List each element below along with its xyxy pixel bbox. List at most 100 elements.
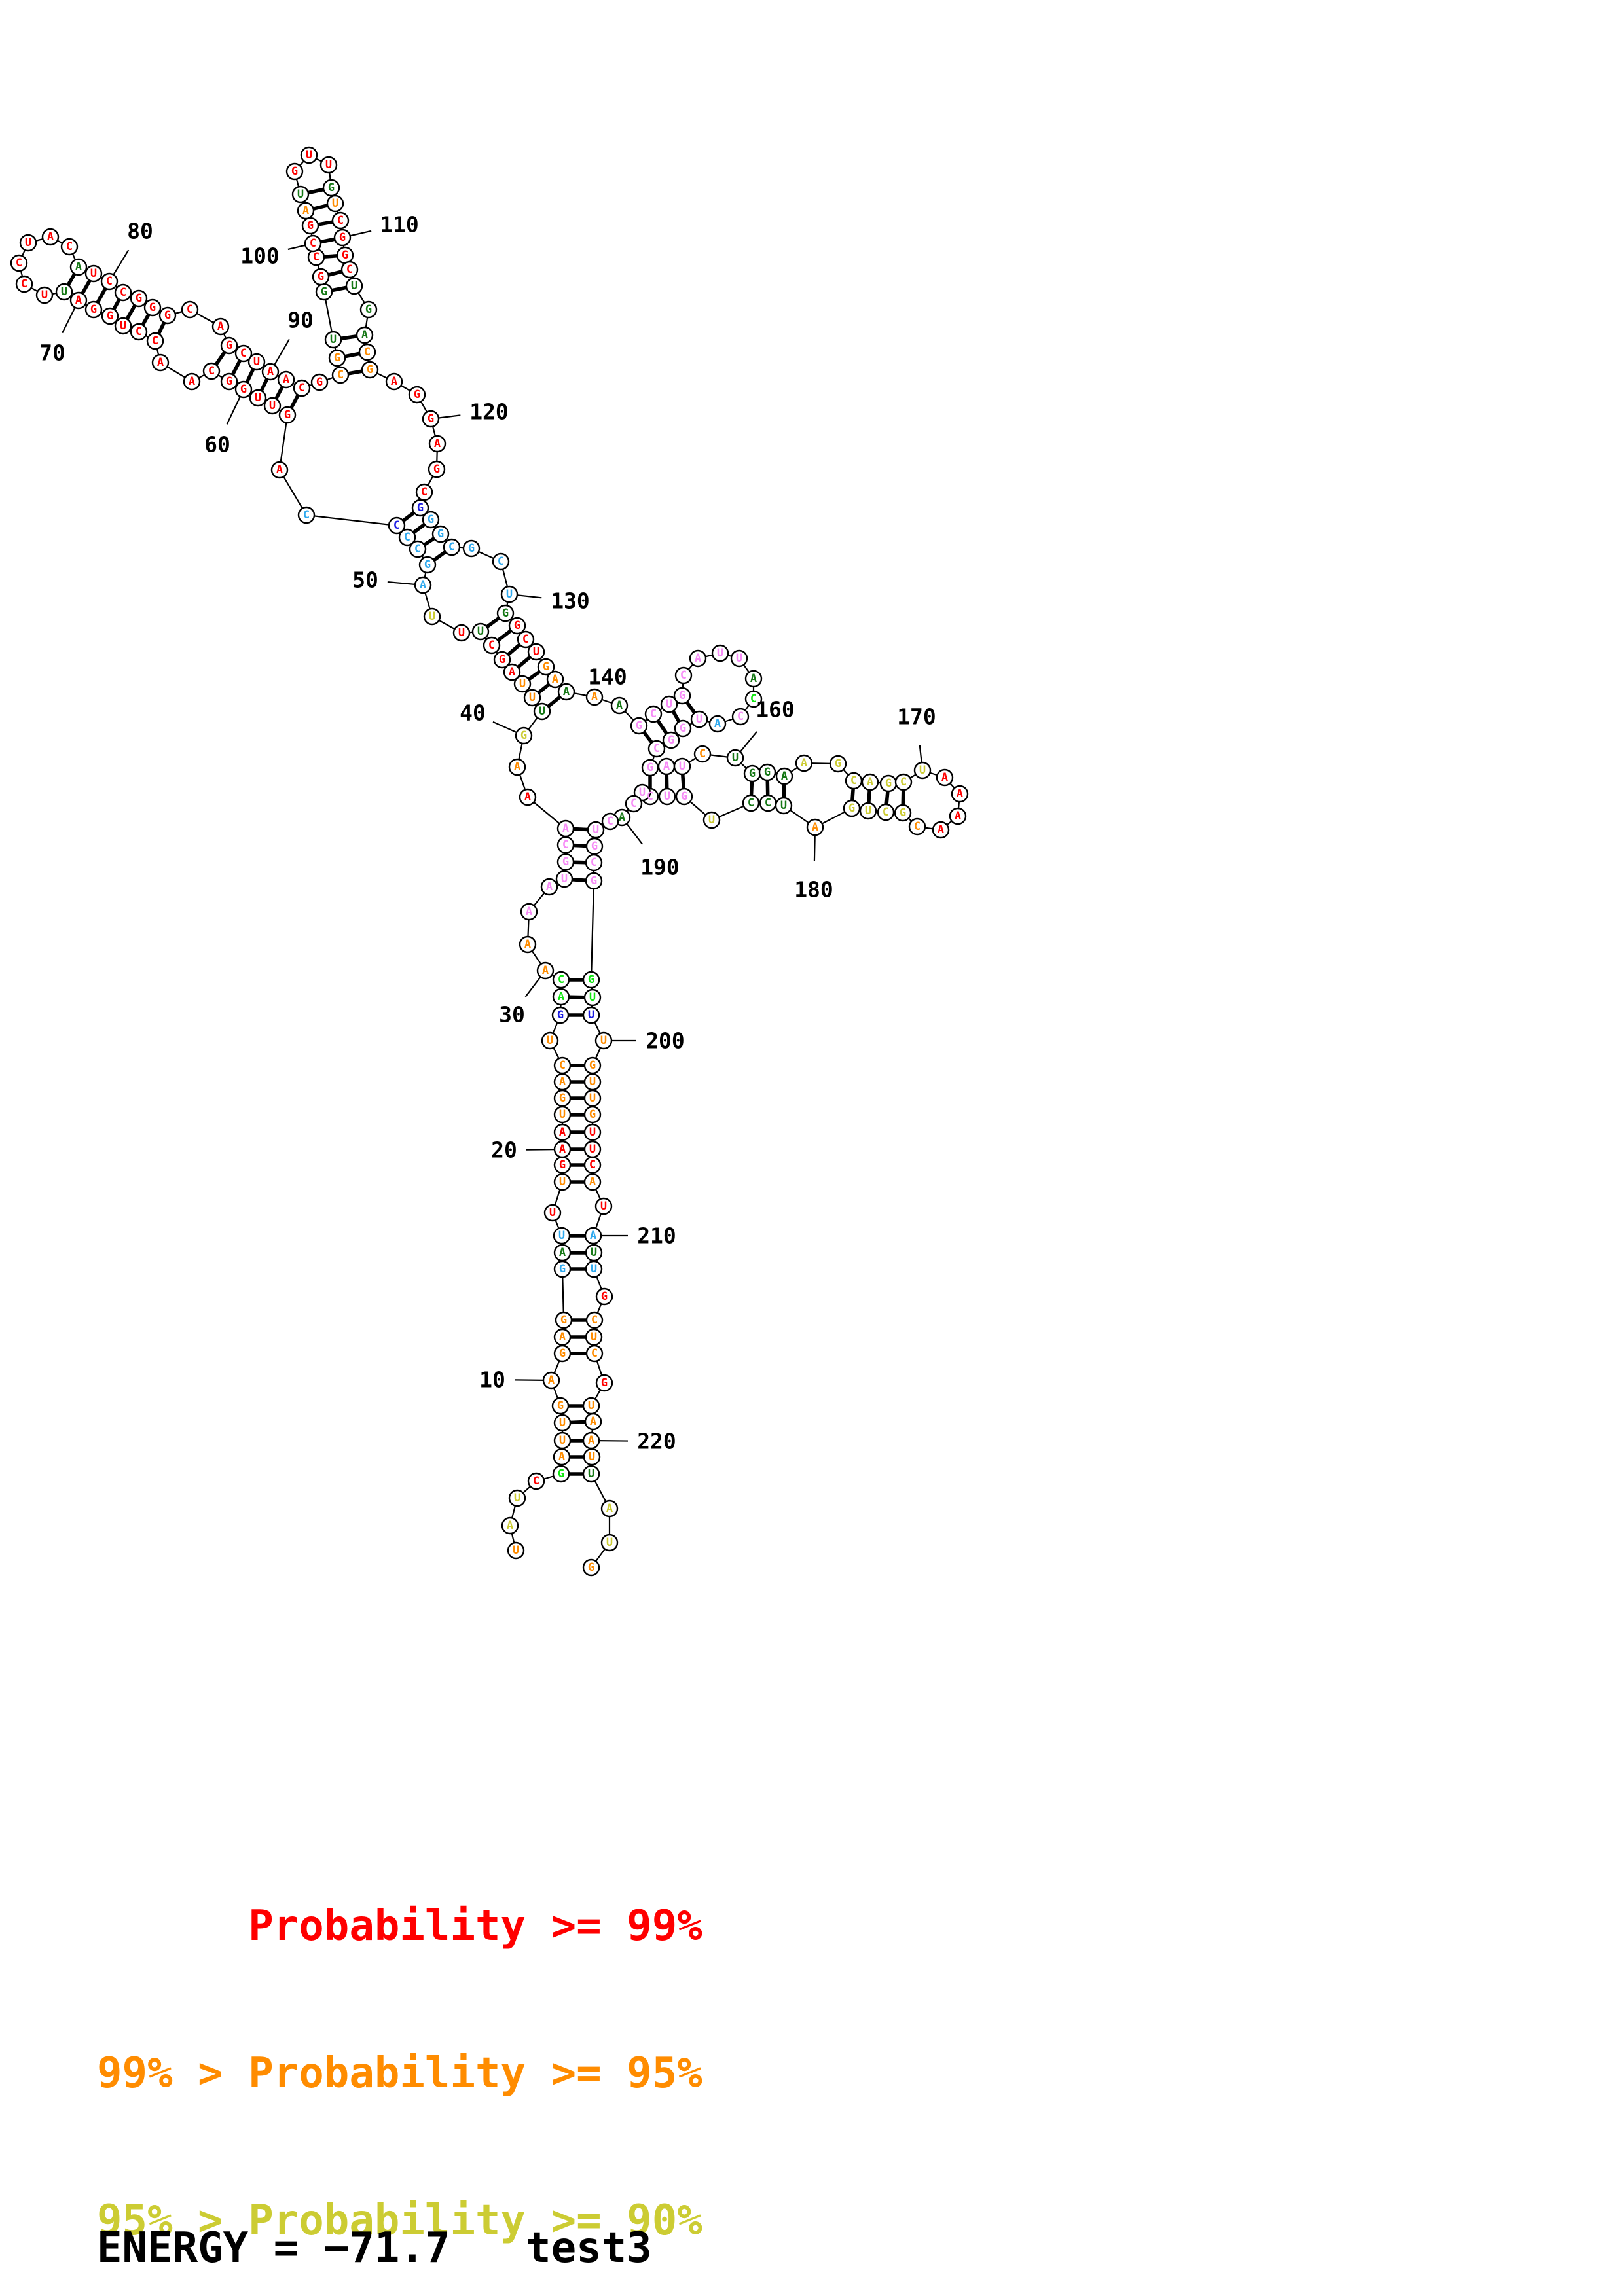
nucleotide-circle xyxy=(536,961,555,980)
nucleotide-letter: U xyxy=(600,1200,607,1213)
legend-row: Probability >= 99% xyxy=(97,1902,702,1950)
nucleotide-letter: C xyxy=(208,365,215,378)
seq-tick-label: 160 xyxy=(756,697,795,723)
nucleotide-circle xyxy=(183,372,201,391)
nucleotide-circle xyxy=(422,511,440,529)
nucleotide-letter: A xyxy=(552,673,558,686)
nucleotide-letter: U xyxy=(591,1331,597,1344)
nucleotide-circle xyxy=(356,326,374,344)
seq-tick-label: 70 xyxy=(39,340,65,366)
nucleotide-letter: G xyxy=(502,607,509,620)
nucleotide-letter: C xyxy=(310,237,316,250)
nucleotide-letter: C xyxy=(421,486,428,499)
nucleotide-letter: G xyxy=(468,542,475,555)
nucleotide-letter: A xyxy=(75,294,82,307)
nucleotide-letter: G xyxy=(589,1059,596,1072)
seq-tick-label: 80 xyxy=(127,219,153,244)
nucleotide-letter: U xyxy=(589,1075,596,1088)
nucleotide-letter: G xyxy=(679,689,685,702)
nucleotide-circle xyxy=(758,763,776,781)
seq-tick-label: 190 xyxy=(640,855,680,880)
nucleotide-circle xyxy=(500,585,519,603)
nucleotide-letter: G xyxy=(284,408,291,422)
nucleotide-circle xyxy=(428,435,447,453)
nucleotide-letter: C xyxy=(591,1347,598,1360)
nucleotide-letter: G xyxy=(316,376,323,389)
nucleotide-letter: C xyxy=(630,797,637,810)
nucleotide-letter: G xyxy=(636,719,642,732)
nucleotide-letter: U xyxy=(736,652,742,665)
nucleotide-circle xyxy=(513,675,532,693)
nucleotide-circle xyxy=(492,552,510,571)
nucleotide-letter: A xyxy=(558,1450,565,1463)
nucleotide-circle xyxy=(585,688,604,706)
nucleotide-circle xyxy=(143,298,162,317)
nucleotide-letter: G xyxy=(559,1347,566,1360)
nucleotide-circle xyxy=(843,799,861,817)
nucleotide-circle xyxy=(594,1031,613,1050)
nucleotide-letter: A xyxy=(750,672,757,685)
nucleotide-letter: U xyxy=(519,677,526,691)
nucleotide-circle xyxy=(595,1374,613,1392)
nucleotide-circle xyxy=(551,1006,570,1024)
nucleotide-circle xyxy=(601,812,619,831)
nucleotide-circle xyxy=(408,386,426,404)
nucleotide-letter: U xyxy=(717,647,723,660)
nucleotide-letter: U xyxy=(666,698,672,711)
nucleotide-letter: C xyxy=(66,240,73,253)
nucleotide-letter: U xyxy=(458,626,465,639)
nucleotide-circle xyxy=(585,872,603,890)
nucleotide-circle xyxy=(359,300,378,319)
nucleotide-circle xyxy=(583,1448,601,1466)
nucleotide-letter: C xyxy=(750,692,757,706)
nucleotide-letter: G xyxy=(559,1263,566,1276)
nucleotide-letter: G xyxy=(749,767,756,780)
nucleotide-circle xyxy=(69,258,88,276)
nucleotide-letter: C xyxy=(883,806,889,819)
nucleotide-letter: U xyxy=(600,1034,607,1047)
nucleotide-letter: U xyxy=(61,285,67,298)
nucleotide-circle xyxy=(584,1227,602,1245)
nucleotide-letter: G xyxy=(848,802,855,815)
nucleotide-circle xyxy=(660,695,678,713)
nucleotide-letter: A xyxy=(590,1415,596,1428)
nucleotide-circle xyxy=(744,670,763,688)
nucleotide-circle xyxy=(540,878,558,896)
nucleotide-letter: G xyxy=(339,231,346,244)
nucleotide-circle xyxy=(759,794,777,812)
nucleotide-letter: A xyxy=(507,1519,513,1532)
nucleotide-circle xyxy=(263,397,282,415)
nucleotide-circle xyxy=(493,651,511,669)
nucleotide-letter: A xyxy=(283,373,289,386)
nucleotide-letter: U xyxy=(780,799,787,812)
nucleotide-circle xyxy=(553,1414,572,1432)
nucleotide-letter: G xyxy=(647,761,653,774)
nucleotide-letter: U xyxy=(325,158,332,171)
nucleotide-circle xyxy=(84,300,103,319)
nucleotide-circle xyxy=(114,317,132,335)
nucleotide-letter: C xyxy=(559,1059,566,1072)
nucleotide-letter: C xyxy=(414,543,421,556)
nucleotide-letter: U xyxy=(561,872,568,886)
nucleotide-letter: A xyxy=(546,880,553,893)
nucleotide-letter: G xyxy=(136,292,142,305)
nucleotide-circle xyxy=(555,1311,573,1329)
nucleotide-letter: G xyxy=(428,412,434,425)
nucleotide-circle xyxy=(130,289,148,308)
nucleotide-circle xyxy=(936,768,954,787)
nucleotide-letter: C xyxy=(152,334,158,348)
nucleotide-letter: U xyxy=(533,645,539,658)
nucleotide-circle xyxy=(662,731,680,749)
nucleotide-circle xyxy=(582,971,600,989)
nucleotide-letter: A xyxy=(663,760,670,773)
nucleotide-circle xyxy=(693,745,712,763)
nucleotide-circle xyxy=(595,1287,613,1306)
nucleotide-circle xyxy=(600,1534,619,1552)
nucleotide-letter: G xyxy=(428,513,434,526)
nucleotide-circle xyxy=(423,607,441,626)
nucleotide-letter: A xyxy=(606,1502,613,1515)
nucleotide-circle xyxy=(711,644,729,662)
nucleotide-letter: C xyxy=(914,820,921,833)
nucleotide-letter: G xyxy=(588,1561,594,1574)
nucleotide-letter: G xyxy=(417,501,424,514)
